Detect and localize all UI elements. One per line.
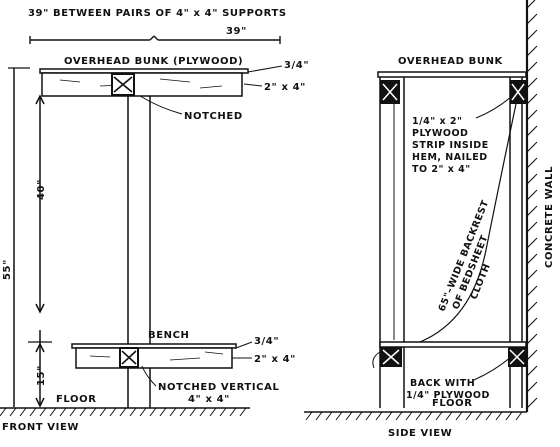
side-view-caption: SIDE VIEW xyxy=(388,428,452,439)
front-notched-vertical-label: NOTCHED VERTICAL xyxy=(158,382,279,393)
front-stud-bench-label: 2" x 4" xyxy=(254,354,296,365)
back-line-2: 1/4" PLYWOOD xyxy=(406,390,490,401)
span-dimension-line xyxy=(30,35,280,41)
front-ply-top-label: 3/4" xyxy=(284,60,309,71)
front-bunk-label: OVERHEAD BUNK (PLYWOOD) xyxy=(64,56,243,67)
back-leader xyxy=(473,355,513,381)
front-bench-notch-hatch xyxy=(121,350,137,365)
front-bench-2x4 xyxy=(75,347,233,369)
dim-15-text: 15" xyxy=(36,365,47,386)
side-view: OVERHEAD BUNK CONCRETE WALL 1/4" x 2" PL… xyxy=(304,0,555,439)
front-floor-hatch xyxy=(0,407,247,417)
front-stud-top-label: 2" x 4" xyxy=(264,82,306,93)
dim-15-arrows xyxy=(35,342,45,408)
side-bunk-block-right-hatch xyxy=(511,83,525,101)
side-bunk-label: OVERHEAD BUNK xyxy=(398,56,504,67)
side-bench-wrap xyxy=(372,351,381,369)
dim-40-text: 40" xyxy=(36,179,47,200)
front-notched-vertical-size: 4" x 4" xyxy=(188,394,230,405)
front-notched-leader xyxy=(139,95,183,115)
side-floor-label: FLOOR xyxy=(432,398,473,409)
front-floor-label: FLOOR xyxy=(56,394,97,405)
side-bench-block-left-hatch xyxy=(382,349,400,365)
dim-55-text: 55" xyxy=(2,259,13,280)
strip-line-2: PLYWOOD xyxy=(412,128,468,139)
front-view-caption: FRONT VIEW xyxy=(2,422,79,433)
front-bench-label: BENCH xyxy=(148,330,190,341)
side-floor-hatch xyxy=(305,411,523,421)
strip-line-5: TO 2" x 4" xyxy=(412,164,471,175)
strip-leader xyxy=(475,95,513,119)
side-bench-plywood xyxy=(379,341,527,348)
side-bunk-plywood xyxy=(377,71,527,78)
concrete-wall-label: CONCRETE WALL xyxy=(544,166,555,268)
front-bunk-2x4 xyxy=(41,72,243,97)
front-notched-label: NOTCHED xyxy=(184,111,243,122)
front-view: 39" BETWEEN PAIRS OF 4" x 4" SUPPORTS 39… xyxy=(0,8,309,433)
span-39-text: 39" xyxy=(226,26,247,37)
side-bench-block-right-hatch xyxy=(509,349,525,365)
dim-40-arrows xyxy=(35,94,45,314)
front-bunk-notch-hatch xyxy=(113,76,133,93)
front-ply-bench-leader xyxy=(235,341,253,349)
back-line-1: BACK WITH xyxy=(410,378,475,389)
front-header-text: 39" BETWEEN PAIRS OF 4" x 4" SUPPORTS xyxy=(28,8,287,19)
front-notched-vertical-leader xyxy=(141,365,157,387)
strip-line-3: STRIP INSIDE xyxy=(412,140,489,151)
strip-line-4: HEM, NAILED xyxy=(412,152,488,163)
front-ply-top-leader xyxy=(247,65,283,73)
side-bunk-block-left-hatch xyxy=(382,83,398,101)
front-ply-bench-label: 3/4" xyxy=(254,336,279,347)
front-bench-grain xyxy=(89,351,224,361)
concrete-wall-hatch xyxy=(526,0,538,409)
front-stud-top-leader xyxy=(243,83,263,87)
strip-line-1: 1/4" x 2" xyxy=(412,116,462,127)
